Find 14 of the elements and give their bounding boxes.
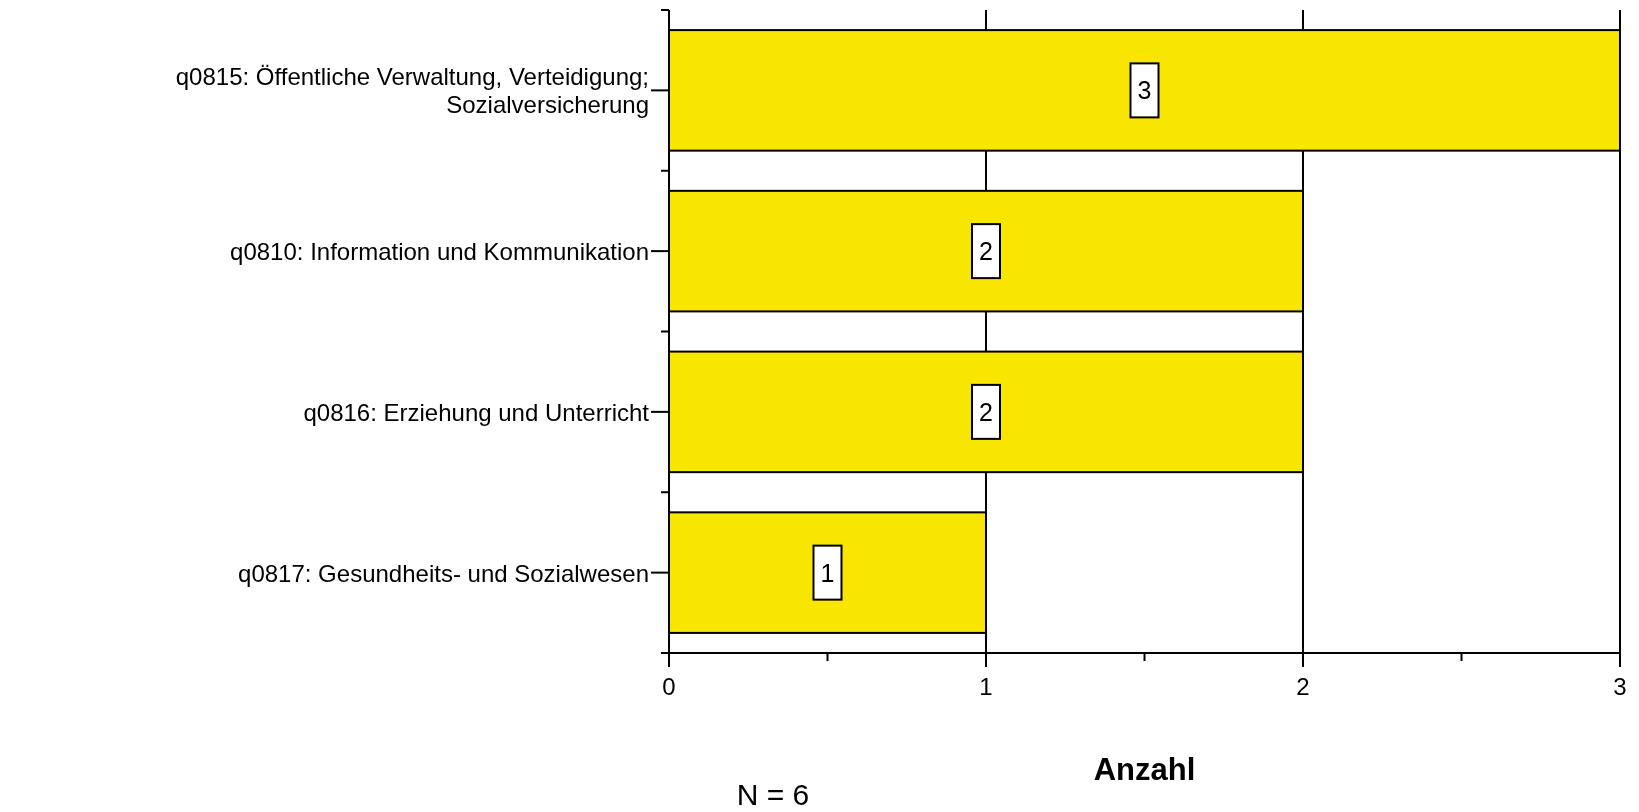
x-axis-title: Anzahl: [1093, 752, 1196, 787]
x-tick-label: 1: [979, 673, 993, 700]
data-label: 3: [1137, 76, 1152, 105]
y-tick-label: q0810: Information und Kommunikation: [230, 237, 649, 265]
y-tick-label: q0816: Erziehung und Unterricht: [303, 398, 650, 426]
text: N = 6: [736, 778, 810, 811]
data-label: 2: [979, 397, 993, 426]
data-label: 2: [979, 237, 993, 266]
y-tick-label: q0815: Öffentliche Verwaltung, Verteidigung; Sozialversicherung: [175, 62, 649, 118]
y-tick-label: q0817: Gesundheits- und Sozialwesen: [238, 559, 649, 587]
data-label: 1: [820, 558, 835, 587]
x-tick-label: 2: [1296, 673, 1310, 700]
x-tick-label: 3: [1613, 673, 1627, 700]
x-tick-label: 0: [662, 673, 676, 700]
